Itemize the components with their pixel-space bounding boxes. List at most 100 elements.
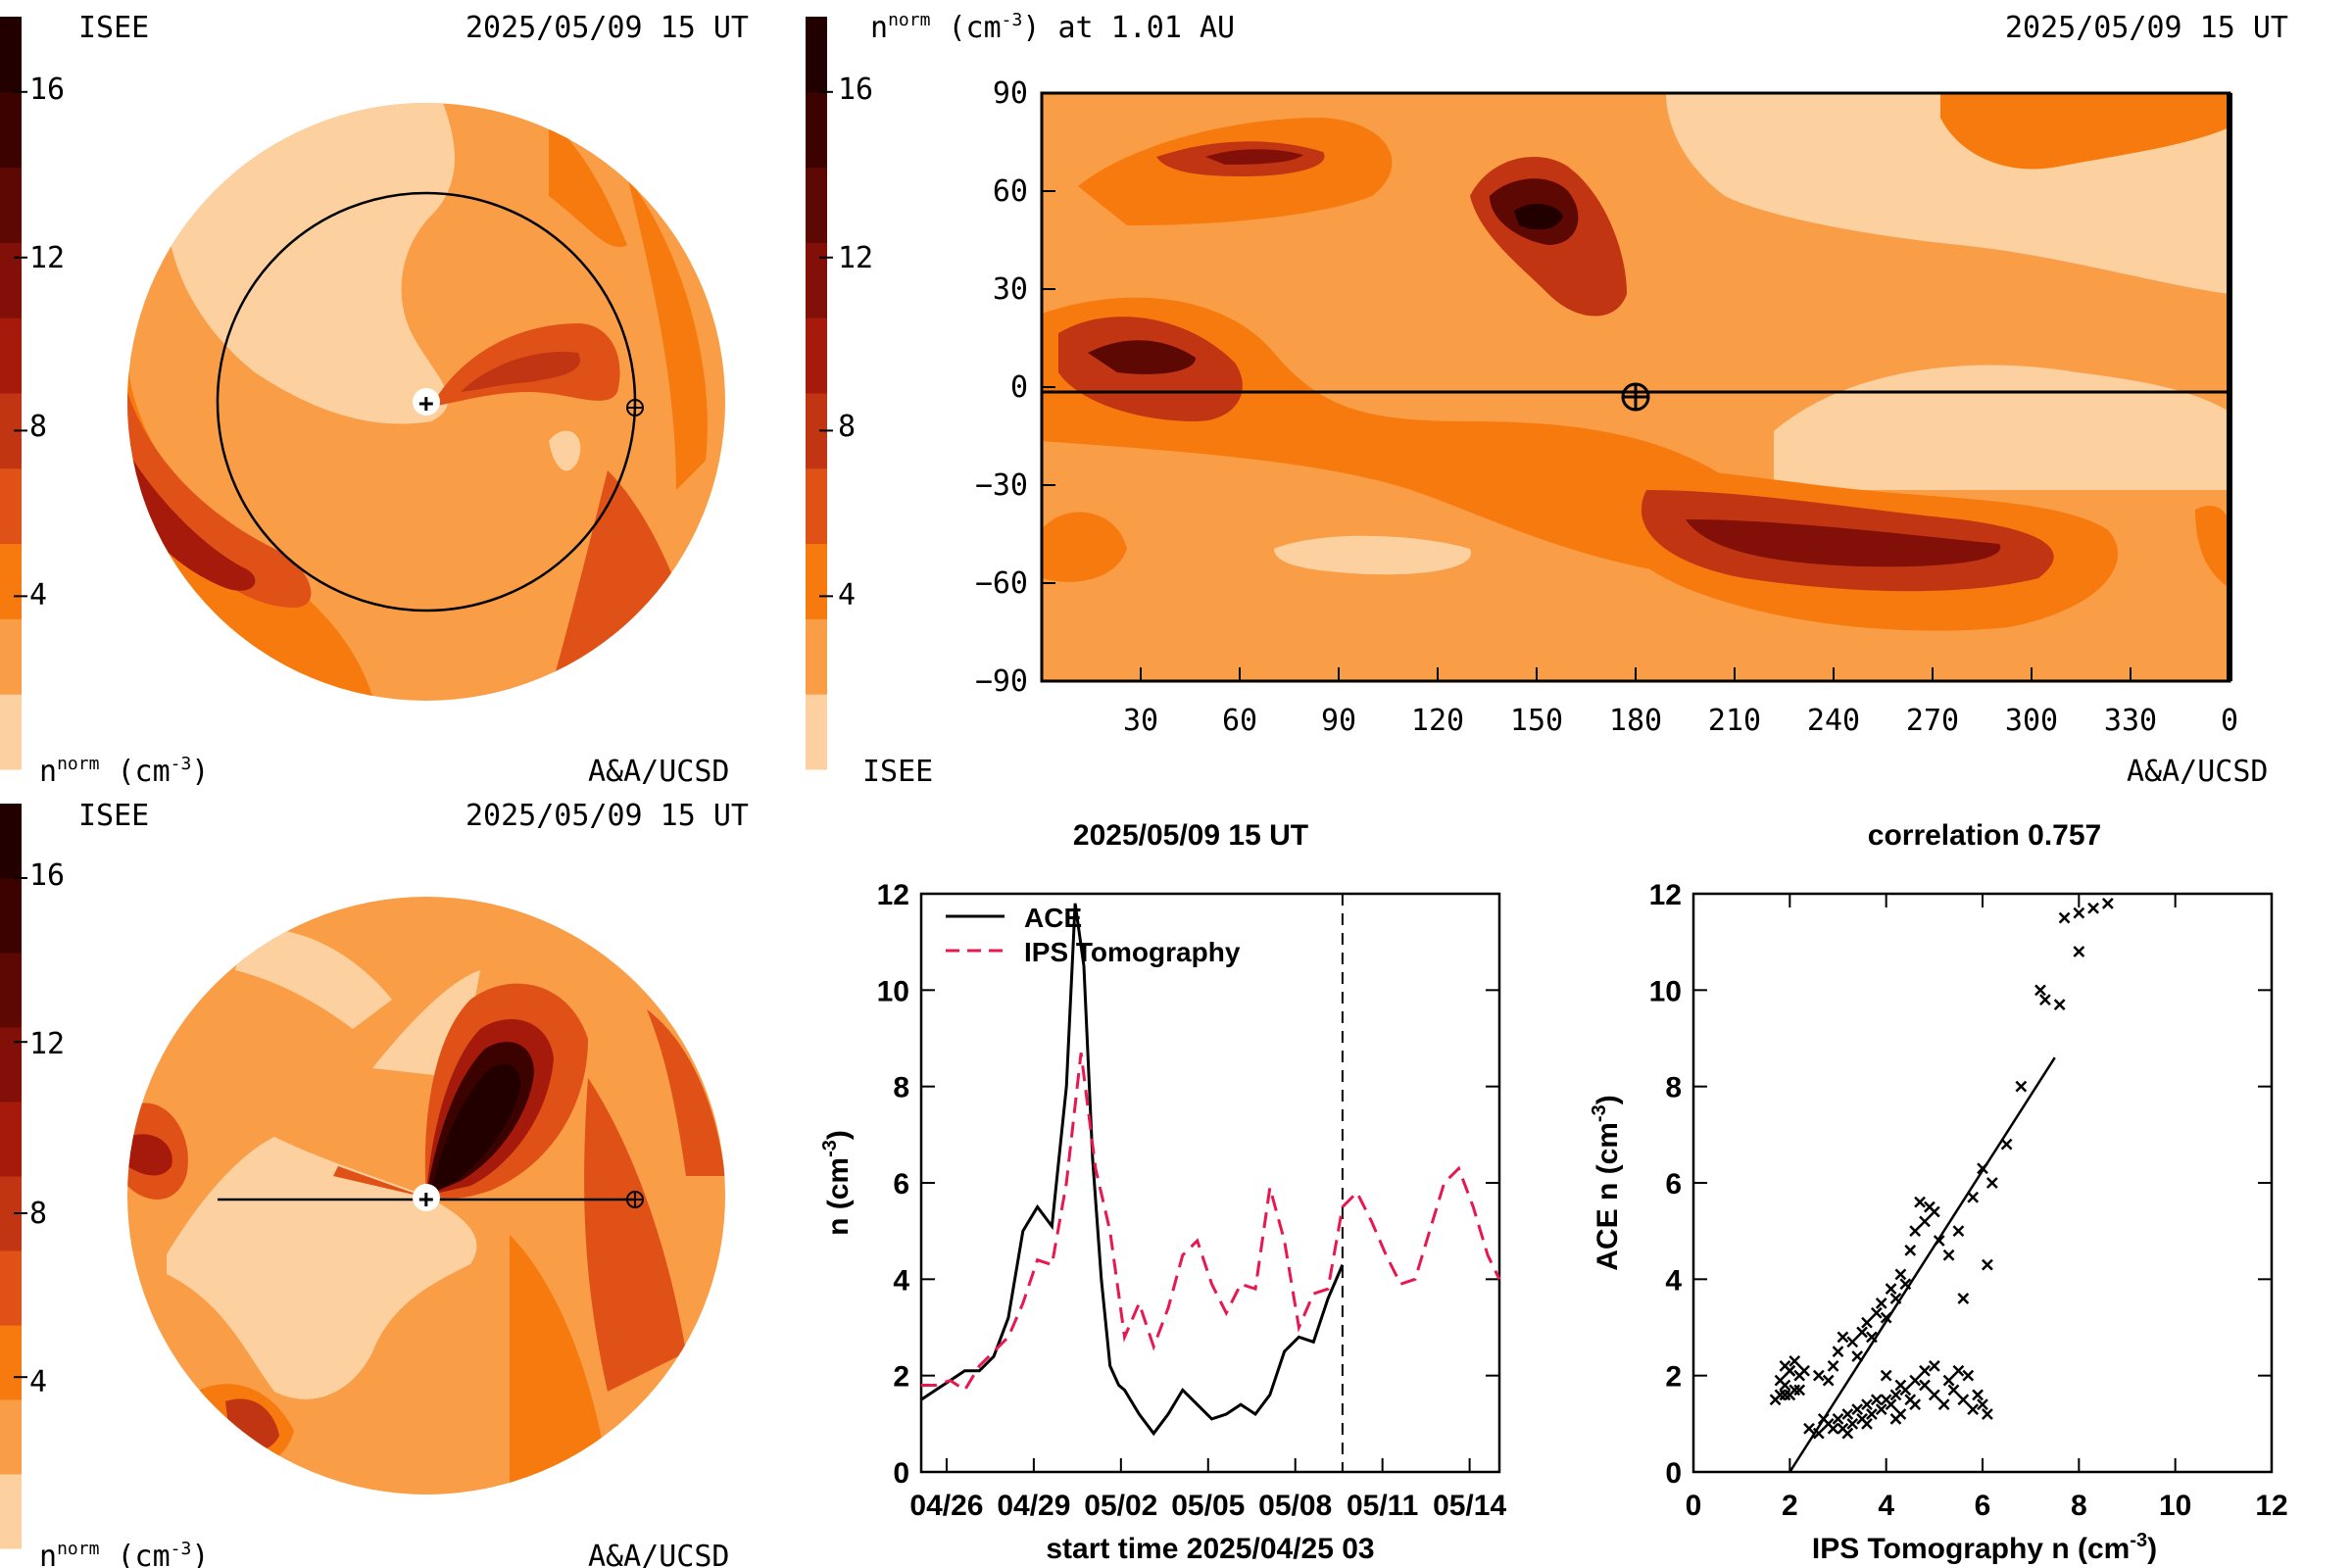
scatter-point <box>1851 1403 1864 1415</box>
legend-label-ips: IPS Tomography <box>1024 937 1241 967</box>
timestamp-top-left: 2025/05/09 15 UT <box>466 11 749 45</box>
unit-norm: norm <box>57 754 99 774</box>
scatter-point <box>1875 1298 1887 1309</box>
scatter-point <box>1957 1293 1970 1304</box>
earth-marker-top-left <box>626 399 644 416</box>
colorbar-tick-8-top-right: 8 <box>838 410 856 444</box>
colorbar-swatch <box>0 1399 22 1475</box>
scatter-point <box>1827 1359 1839 1372</box>
scatter-point <box>1875 1403 1887 1415</box>
lon-tick-label: 60 <box>1222 704 1257 738</box>
ts-ytick-label: 8 <box>893 1072 909 1104</box>
credit-top-left: A&A/UCSD <box>588 755 730 789</box>
timestamp-bottom-left: 2025/05/09 15 UT <box>466 799 749 833</box>
lon-tick-label: 120 <box>1411 704 1464 738</box>
scatter-point <box>1914 1196 1926 1208</box>
colorbar-swatch <box>0 543 22 619</box>
scatter-point <box>1784 1364 1796 1377</box>
map-orange-top-right <box>1940 93 2230 170</box>
scatter-point <box>1832 1346 1844 1357</box>
scatter-point <box>1967 1403 1980 1415</box>
colorbar-swatch <box>806 543 827 619</box>
earth-marker-bottom-left <box>626 1191 644 1208</box>
ts-xtick-label: 05/05 <box>1171 1490 1245 1522</box>
scatter-point <box>1846 1336 1859 1348</box>
scatter-point <box>1942 1374 1955 1387</box>
scatter-point <box>1928 1389 1940 1401</box>
series-line-ace <box>920 903 1345 1437</box>
map-title-n: n <box>870 11 888 45</box>
colorbar-tick-16-top-left: 16 <box>29 73 65 107</box>
scatter-point <box>2000 1138 2013 1151</box>
colorbar-tick-8-bottom-left: 8 <box>29 1197 47 1231</box>
scatter-point <box>1977 1398 1988 1411</box>
ts-xtick-label: 05/08 <box>1258 1490 1332 1522</box>
scatter-point <box>1977 1162 1988 1175</box>
sc-xlabel-main: IPS Tomography n (cm <box>1812 1533 2130 1565</box>
scatter-point <box>1952 1364 1965 1377</box>
colorbar-tick-8-top-left: 8 <box>29 410 47 444</box>
scatter-point <box>1952 1225 1965 1238</box>
disk-contours-bottom-left <box>127 929 725 1490</box>
scatter-point <box>1889 1293 1902 1304</box>
colorbar-swatch <box>0 618 22 695</box>
sc-ytick-label: 8 <box>1665 1072 1682 1104</box>
sun-plus-top-left: + <box>418 389 434 418</box>
lon-tick-label: 330 <box>2104 704 2157 738</box>
contour-darkred-left <box>127 451 256 591</box>
colorbar-swatch <box>0 393 22 469</box>
scatter-point <box>1919 1379 1931 1392</box>
scatter-point <box>1967 1191 1980 1203</box>
scatter-point <box>1919 1364 1931 1377</box>
colorbar-tick-4-top-left: 4 <box>29 578 47 612</box>
colorbar-swatch <box>806 242 827 318</box>
scatter-point <box>1972 1389 1984 1401</box>
scatter-point <box>1899 1384 1912 1396</box>
map-light-bottom-left <box>1274 535 1472 575</box>
colorbar-swatch <box>0 953 22 1028</box>
sc-ytick-label: 10 <box>1649 975 1682 1007</box>
bl-jet-core <box>431 1064 520 1191</box>
colorbar-swatch <box>0 1250 22 1326</box>
colorbar-bottom-left <box>0 804 27 1549</box>
scatter-point <box>1861 1398 1873 1411</box>
bl-light-left <box>167 1137 477 1399</box>
scatter-point <box>1889 1389 1902 1401</box>
bl-light-top <box>235 929 392 1029</box>
colorbar-swatch <box>0 1176 22 1251</box>
credit-bottom-left: A&A/UCSD <box>588 1540 730 1568</box>
map-darkred-bottom-band <box>1686 519 2001 567</box>
ts-xtick-label: 05/11 <box>1347 1490 1418 1522</box>
scatter-point <box>1870 1306 1883 1319</box>
scatter-point <box>1982 1408 1993 1420</box>
colorbar-swatch <box>0 167 22 243</box>
scatter-point <box>1856 1326 1868 1339</box>
colorbar-tick-12-bottom-left: 12 <box>29 1027 65 1061</box>
sc-xlabel-close: ) <box>2147 1533 2157 1565</box>
sc-xtick-label: 6 <box>1975 1490 1991 1522</box>
scatter-point <box>1861 1417 1873 1430</box>
scatter-point <box>1866 1331 1878 1344</box>
lat-tick-label: 0 <box>1010 370 1028 405</box>
sc-xlabel: IPS Tomography n (cm-3) <box>1812 1530 2157 1565</box>
unit-cm-b: (cm <box>99 1540 170 1568</box>
ts-axes: 0 2 4 6 8 10 12 04/26 04/29 05/02 05/05 05/08 05/11 0… <box>877 879 1507 1522</box>
lon-tick-label: 300 <box>2005 704 2058 738</box>
contour-red-left <box>127 392 312 608</box>
unit-n-b: n <box>39 1540 57 1568</box>
map-contours <box>1042 93 2230 631</box>
scatter-point <box>1880 1369 1892 1382</box>
scatter-point <box>1982 1258 1993 1271</box>
scatter-point <box>1942 1249 1955 1261</box>
ts-ytick-label: 6 <box>893 1168 909 1200</box>
colorbar-swatch <box>806 393 827 469</box>
ts-xtick-label: 05/14 <box>1433 1490 1506 1522</box>
unit-label-bottom-left: nnorm (cm-3) <box>39 1539 209 1568</box>
scatter-point <box>1803 1422 1815 1435</box>
contour-light-center <box>167 103 455 424</box>
ts-ylabel: n (cm-3) <box>819 1130 855 1236</box>
colorbar-swatch <box>806 694 827 770</box>
sc-xtick-label: 4 <box>1878 1490 1894 1522</box>
contour-swirl-inner <box>461 352 580 392</box>
ts-ytick-label: 12 <box>877 879 909 911</box>
